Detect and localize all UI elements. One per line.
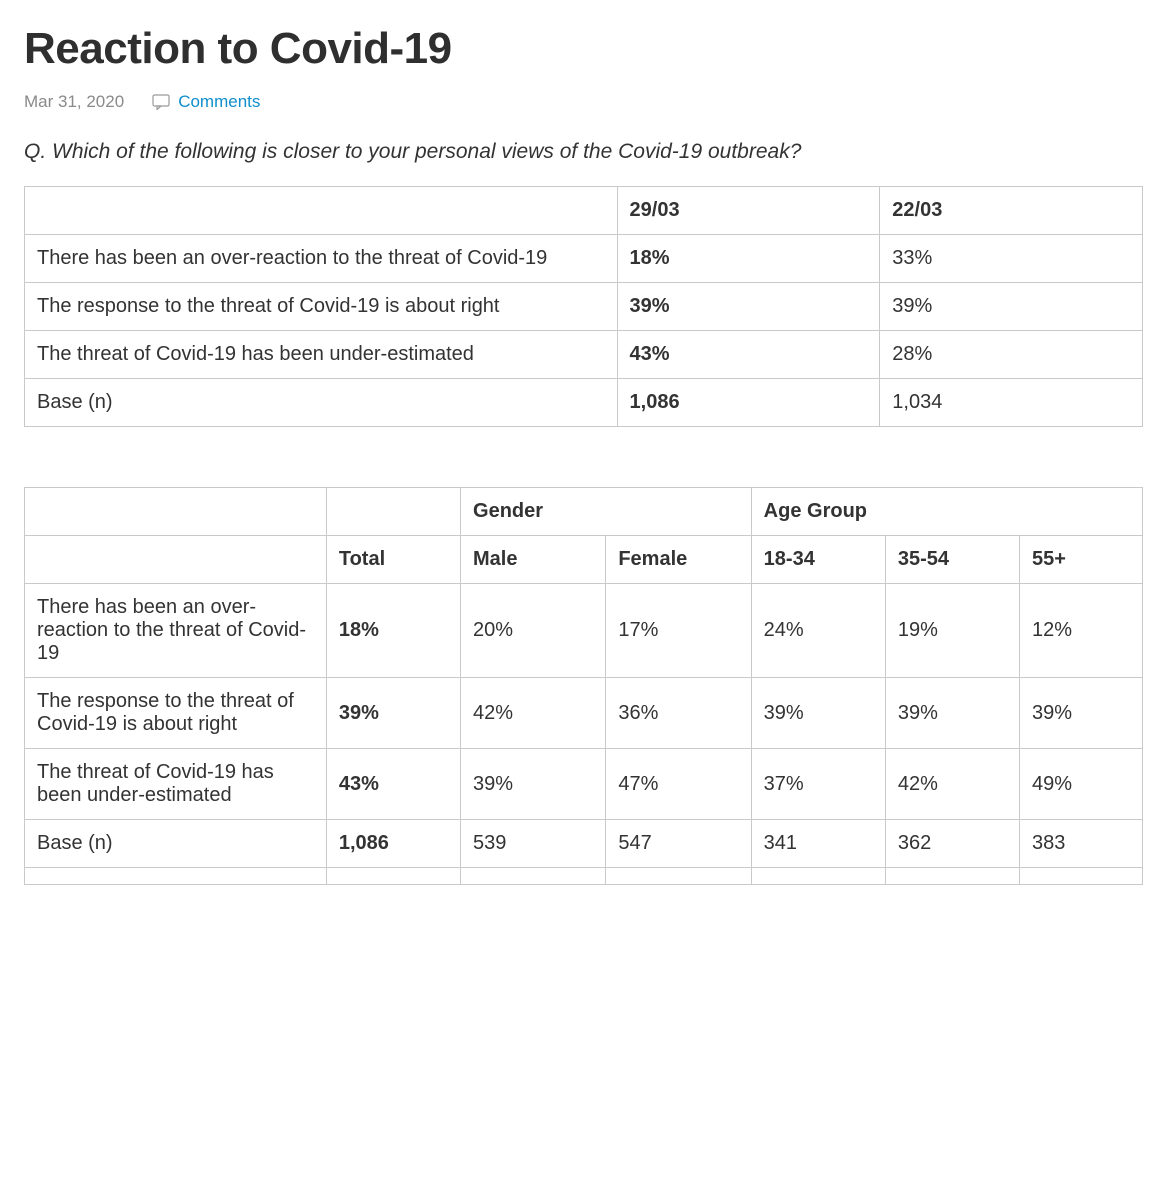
row-label: There has been an over-reaction to the t…	[25, 584, 327, 678]
group-header-gender: Gender	[461, 488, 752, 536]
cell	[25, 868, 327, 885]
table-header: 35-54	[885, 536, 1019, 584]
group-header-age: Age Group	[751, 488, 1142, 536]
cell: 39%	[326, 678, 460, 749]
cell: 539	[461, 820, 606, 868]
cell	[461, 868, 606, 885]
table-header	[25, 536, 327, 584]
table-row: There has been an over-reaction to the t…	[25, 235, 1143, 283]
cell: 39%	[751, 678, 885, 749]
cell: 39%	[885, 678, 1019, 749]
cell: 1,086	[617, 379, 880, 427]
row-label: The threat of Covid-19 has been under-es…	[25, 749, 327, 820]
table-row: There has been an over-reaction to the t…	[25, 584, 1143, 678]
table-row: Base (n) 1,086 539 547 341 362 383	[25, 820, 1143, 868]
cell: 37%	[751, 749, 885, 820]
row-label: The response to the threat of Covid-19 i…	[25, 283, 618, 331]
table-by-demographics: Gender Age Group Total Male Female 18-34…	[24, 487, 1143, 885]
table-row	[25, 868, 1143, 885]
cell: 1,034	[880, 379, 1143, 427]
table-row: Total Male Female 18-34 35-54 55+	[25, 536, 1143, 584]
table-header	[25, 488, 327, 536]
cell: 42%	[885, 749, 1019, 820]
table-row: The threat of Covid-19 has been under-es…	[25, 331, 1143, 379]
cell: 39%	[880, 283, 1143, 331]
cell: 28%	[880, 331, 1143, 379]
cell: 39%	[1019, 678, 1142, 749]
table-header: Total	[326, 536, 460, 584]
table-row: The threat of Covid-19 has been under-es…	[25, 749, 1143, 820]
cell: 36%	[606, 678, 751, 749]
table-row: Base (n) 1,086 1,034	[25, 379, 1143, 427]
cell: 17%	[606, 584, 751, 678]
row-label: There has been an over-reaction to the t…	[25, 235, 618, 283]
cell: 18%	[617, 235, 880, 283]
cell: 547	[606, 820, 751, 868]
table-header: 55+	[1019, 536, 1142, 584]
table-row: 29/03 22/03	[25, 187, 1143, 235]
cell: 47%	[606, 749, 751, 820]
page-title: Reaction to Covid-19	[24, 24, 1143, 74]
cell: 33%	[880, 235, 1143, 283]
comment-icon	[152, 94, 170, 110]
cell: 39%	[461, 749, 606, 820]
row-label: The response to the threat of Covid-19 i…	[25, 678, 327, 749]
table-header: Male	[461, 536, 606, 584]
cell: 20%	[461, 584, 606, 678]
row-label: The threat of Covid-19 has been under-es…	[25, 331, 618, 379]
table-header: 22/03	[880, 187, 1143, 235]
cell	[326, 868, 460, 885]
cell	[1019, 868, 1142, 885]
table-header: Female	[606, 536, 751, 584]
table-header: 29/03	[617, 187, 880, 235]
cell: 39%	[617, 283, 880, 331]
survey-question: Q. Which of the following is closer to y…	[24, 140, 1143, 164]
table-header	[25, 187, 618, 235]
cell	[885, 868, 1019, 885]
cell: 362	[885, 820, 1019, 868]
cell: 43%	[617, 331, 880, 379]
cell	[606, 868, 751, 885]
table-row: Gender Age Group	[25, 488, 1143, 536]
table-header	[326, 488, 460, 536]
comments-wrap: Comments	[152, 92, 260, 112]
cell: 1,086	[326, 820, 460, 868]
table-header: 18-34	[751, 536, 885, 584]
cell: 43%	[326, 749, 460, 820]
cell: 24%	[751, 584, 885, 678]
row-label: Base (n)	[25, 820, 327, 868]
cell	[751, 868, 885, 885]
table-row: The response to the threat of Covid-19 i…	[25, 283, 1143, 331]
cell: 49%	[1019, 749, 1142, 820]
cell: 12%	[1019, 584, 1142, 678]
cell: 383	[1019, 820, 1142, 868]
cell: 18%	[326, 584, 460, 678]
cell: 19%	[885, 584, 1019, 678]
table-by-date: 29/03 22/03 There has been an over-react…	[24, 186, 1143, 427]
meta-row: Mar 31, 2020 Comments	[24, 92, 1143, 112]
cell: 341	[751, 820, 885, 868]
cell: 42%	[461, 678, 606, 749]
row-label: Base (n)	[25, 379, 618, 427]
post-date: Mar 31, 2020	[24, 92, 124, 112]
table-row: The response to the threat of Covid-19 i…	[25, 678, 1143, 749]
comments-link[interactable]: Comments	[178, 92, 260, 112]
